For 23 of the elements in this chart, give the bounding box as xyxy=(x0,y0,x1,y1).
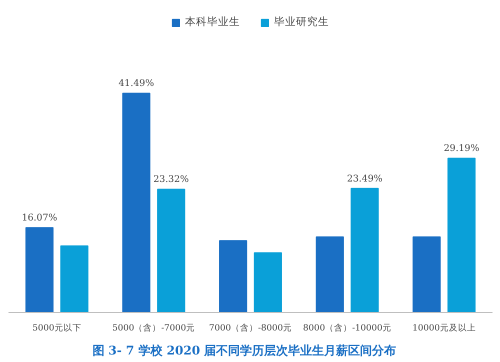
x-tick-label: 7000（含）-8000元 xyxy=(209,322,292,334)
bar xyxy=(219,240,248,312)
bar xyxy=(60,245,88,312)
bar xyxy=(122,92,150,312)
bar xyxy=(447,158,476,312)
data-label: 23.32% xyxy=(153,174,190,186)
bar xyxy=(316,236,344,312)
text: 图 3- 7 学校 2020 届不同学历层次毕业生月薪区间分布 xyxy=(92,344,396,358)
data-label: 16.07% xyxy=(22,212,58,224)
x-tick-label: 8000（含）-10000元 xyxy=(303,322,392,334)
bar xyxy=(157,188,186,312)
bar xyxy=(412,236,441,312)
data-label: 29.19% xyxy=(444,143,480,154)
data-label: 23.49% xyxy=(346,173,383,184)
x-tick-label: 5000元以下 xyxy=(32,322,82,334)
x-tick-label: 5000（含）-7000元 xyxy=(112,322,196,334)
bar xyxy=(350,188,379,312)
legend-label: 本科毕业生 xyxy=(185,15,240,29)
bar xyxy=(254,252,282,312)
legend-label: 毕业研究生 xyxy=(274,15,329,29)
data-label: 41.49% xyxy=(118,78,154,90)
bar xyxy=(25,227,54,312)
x-tick-label: 10000元及以上 xyxy=(412,322,476,334)
